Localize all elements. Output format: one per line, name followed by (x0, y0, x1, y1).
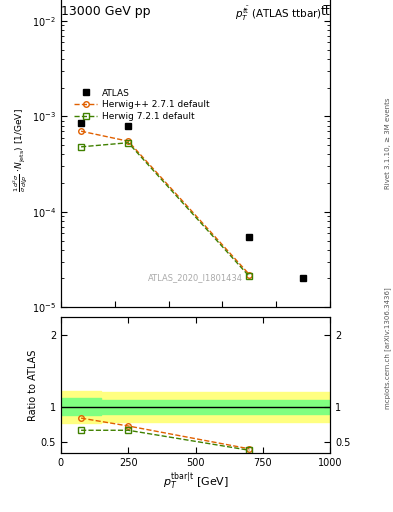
X-axis label: $p^{\mathrm{tbar|t}}_T$ [GeV]: $p^{\mathrm{tbar|t}}_T$ [GeV] (163, 471, 228, 492)
Text: mcplots.cern.ch [arXiv:1306.3436]: mcplots.cern.ch [arXiv:1306.3436] (384, 287, 391, 409)
Text: ATLAS_2020_I1801434: ATLAS_2020_I1801434 (148, 273, 243, 282)
Text: tt̅: tt̅ (320, 5, 330, 18)
Legend: ATLAS, Herwig++ 2.7.1 default, Herwig 7.2.1 default: ATLAS, Herwig++ 2.7.1 default, Herwig 7.… (71, 85, 213, 124)
Y-axis label: $\frac{1}{\sigma}\frac{d^2\sigma}{d(p}$ $\cdot N_{\mathrm{jets}})$ [1/GeV]: $\frac{1}{\sigma}\frac{d^2\sigma}{d(p}$ … (12, 108, 31, 191)
Text: Rivet 3.1.10, ≥ 3M events: Rivet 3.1.10, ≥ 3M events (385, 98, 391, 189)
Text: $p_T^{t\bar{\mathrm{t}}}$ (ATLAS ttbar): $p_T^{t\bar{\mathrm{t}}}$ (ATLAS ttbar) (235, 5, 322, 23)
Y-axis label: Ratio to ATLAS: Ratio to ATLAS (28, 350, 38, 421)
Text: 13000 GeV pp: 13000 GeV pp (61, 5, 151, 18)
